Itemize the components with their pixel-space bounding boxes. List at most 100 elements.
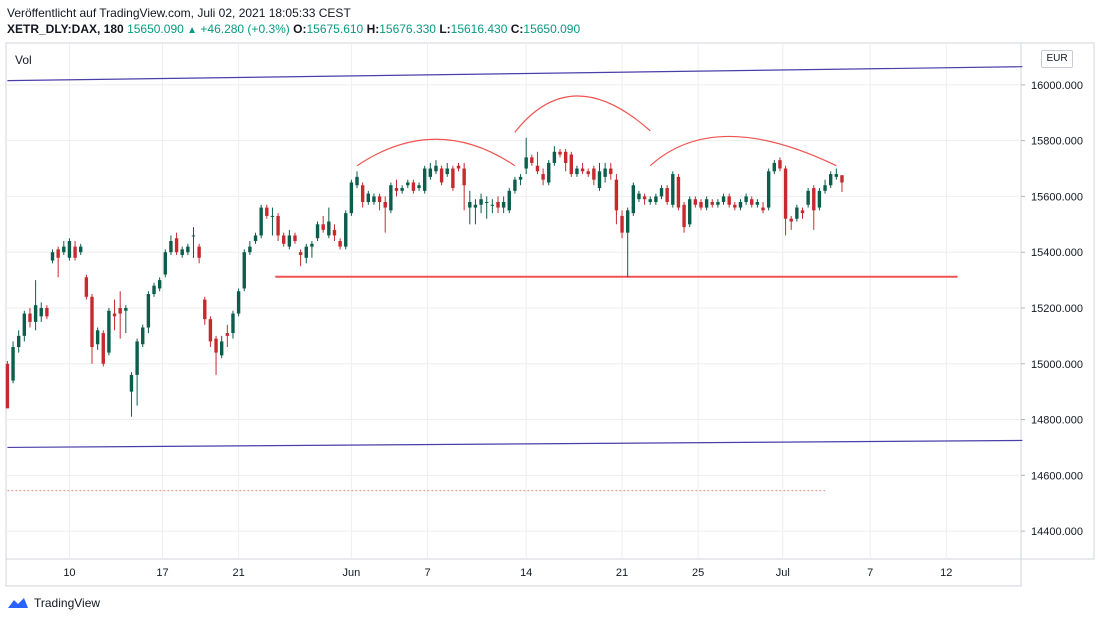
candle (50, 249, 55, 264)
candle-body (671, 174, 675, 205)
pattern-arc[interactable] (356, 138, 516, 167)
candle (727, 193, 731, 208)
candle (248, 241, 252, 255)
candle (169, 235, 173, 255)
candle (270, 207, 275, 236)
candle-body (276, 215, 280, 236)
candle-body (710, 201, 714, 205)
candle-body (806, 190, 810, 205)
candle (338, 238, 342, 250)
candle-body (394, 188, 399, 191)
candle (439, 165, 444, 186)
candle-body (563, 151, 568, 163)
candle-body (112, 313, 117, 317)
candle-body (434, 165, 438, 172)
candle (157, 277, 162, 292)
candle (473, 199, 478, 225)
candle-body (259, 207, 263, 236)
candle (800, 207, 805, 219)
candle-body (197, 246, 201, 258)
candle-body (293, 235, 297, 242)
candle-body (355, 176, 359, 186)
candle (236, 288, 241, 317)
candle (451, 165, 455, 191)
candle (699, 199, 703, 211)
candle (214, 335, 218, 375)
x-tick-label: 21 (232, 567, 244, 579)
candle (276, 213, 280, 242)
candle-body (180, 249, 184, 255)
currency-badge[interactable]: EUR (1041, 50, 1073, 68)
candle-body (389, 185, 393, 211)
candle-body (135, 341, 139, 375)
pattern-arc[interactable] (649, 135, 837, 167)
candle-body (659, 188, 664, 197)
candle (152, 282, 156, 297)
candle-body (50, 252, 55, 261)
channel-lower-line[interactable] (7, 439, 1023, 449)
candle (631, 182, 636, 216)
candle-body (84, 277, 89, 297)
candle (383, 196, 387, 233)
candle-body (372, 196, 376, 202)
candle-body (287, 235, 292, 247)
plot-area[interactable] (5, 42, 1022, 560)
y-tick-label: 15400.000 (1031, 247, 1083, 259)
candle-body (344, 213, 348, 247)
price-axis[interactable] (1020, 42, 1095, 560)
tradingview-cloud-icon (8, 598, 28, 608)
candle (253, 232, 258, 244)
candle (310, 241, 314, 258)
time-axis[interactable] (5, 558, 1022, 587)
candle (738, 199, 743, 211)
candle-body (530, 157, 534, 163)
candle (349, 179, 354, 216)
candle-body (479, 199, 483, 205)
candle-body (535, 165, 540, 172)
candle-body (5, 363, 10, 409)
candle (575, 165, 579, 177)
candle-body (332, 229, 337, 236)
candle-body (496, 201, 500, 208)
candle-body (304, 246, 308, 258)
candle (750, 196, 754, 208)
candle-body (699, 201, 703, 208)
tradingview-logo[interactable]: TradingView (6, 596, 100, 610)
candle (16, 330, 21, 353)
candle (11, 341, 15, 384)
candle-body (761, 207, 765, 211)
candle (389, 182, 393, 214)
pattern-arc[interactable] (514, 95, 651, 133)
candle (563, 148, 568, 172)
candle (671, 171, 675, 208)
candle (716, 199, 720, 208)
y-tick-labels: 16000.000 15800.000 15600.000 15400.000 1520… (1031, 80, 1083, 538)
trend-drawings[interactable] (7, 66, 1023, 492)
candle (778, 157, 782, 172)
candle (789, 215, 793, 230)
candle-body (609, 168, 613, 175)
candle-body (95, 330, 100, 345)
open-label: O: (293, 22, 307, 36)
candle (400, 185, 404, 194)
y-tick-label: 15000.000 (1031, 359, 1083, 371)
candle (129, 372, 134, 417)
volume-label: Vol (15, 53, 32, 67)
candle (141, 324, 145, 348)
candle (79, 243, 83, 255)
y-tick-label: 15600.000 (1031, 191, 1083, 203)
candle-body (231, 313, 235, 334)
candle-body (242, 252, 246, 289)
candle-body (485, 201, 489, 203)
candle-body (16, 335, 21, 348)
candle-body (823, 185, 827, 191)
candle (569, 151, 573, 177)
candle (304, 243, 308, 264)
candle-body (22, 313, 27, 336)
candle (766, 168, 771, 211)
x-tick-label: 7 (424, 567, 430, 579)
candle (321, 215, 325, 233)
channel-upper-line[interactable] (7, 66, 1023, 82)
candle (823, 179, 827, 194)
